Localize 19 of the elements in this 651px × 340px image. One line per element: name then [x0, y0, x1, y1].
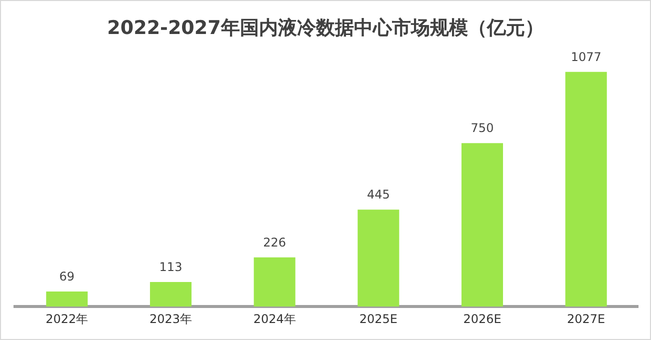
bar	[254, 257, 296, 307]
x-tick-label: 2026E	[463, 312, 502, 326]
data-label: 750	[470, 121, 494, 136]
data-label: 226	[263, 235, 286, 250]
x-tick-label: 2025E	[359, 312, 398, 326]
chart-title: 2022-2027年国内液冷数据中心市场规模（亿元）	[106, 16, 545, 41]
x-tick-label: 2022年	[46, 312, 88, 326]
x-tick-label: 2027E	[567, 312, 606, 326]
bar	[150, 282, 192, 307]
bar	[461, 143, 504, 307]
bar	[358, 210, 400, 307]
data-label: 69	[59, 270, 75, 284]
data-label: 1077	[570, 50, 602, 64]
data-label: 113	[159, 260, 182, 274]
bar	[565, 72, 607, 307]
bar	[46, 292, 88, 307]
data-label: 445	[366, 188, 390, 202]
x-tick-label: 2024年	[253, 312, 296, 326]
x-tick-label: 2023年	[149, 312, 192, 326]
